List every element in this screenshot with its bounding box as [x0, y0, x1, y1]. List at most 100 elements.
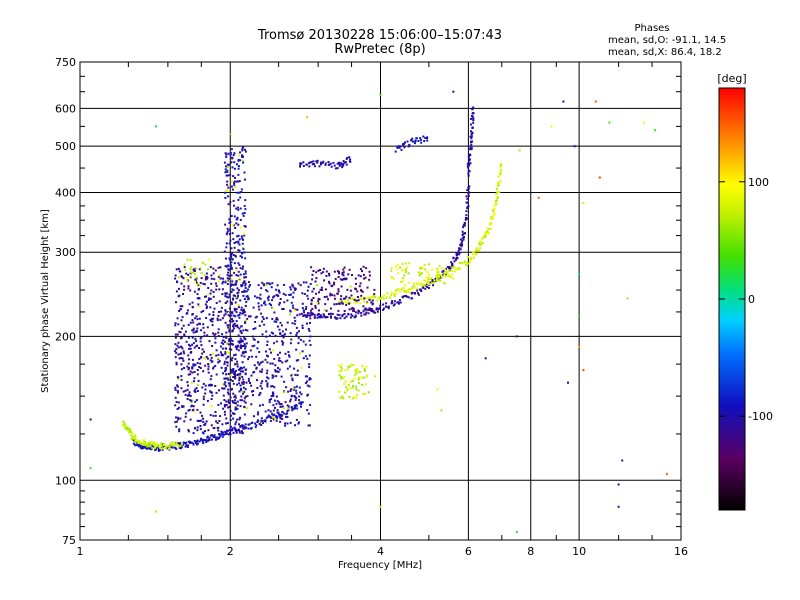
data-point [244, 199, 247, 202]
data-point [215, 420, 218, 423]
data-point [242, 312, 245, 314]
data-point [219, 345, 222, 348]
data-point [265, 282, 268, 285]
data-point [286, 367, 289, 370]
data-point [217, 361, 220, 364]
data-point [322, 267, 325, 270]
data-point [435, 275, 437, 278]
data-point [385, 296, 388, 299]
data-point [229, 174, 232, 177]
data-point [249, 284, 251, 286]
data-point [359, 282, 362, 285]
data-point [327, 161, 330, 163]
data-point [226, 432, 228, 435]
data-point [227, 174, 229, 177]
data-point [237, 167, 240, 170]
data-point [427, 287, 430, 289]
colorbar-tick-label: 0 [748, 293, 755, 306]
data-point [268, 399, 271, 401]
data-point [467, 174, 470, 177]
data-point [253, 295, 256, 298]
data-point [182, 350, 185, 353]
data-point [234, 353, 237, 356]
data-point [342, 397, 344, 400]
data-point [340, 295, 343, 298]
data-point [242, 294, 245, 297]
data-point [200, 271, 203, 274]
data-point [390, 291, 393, 294]
data-point [458, 251, 461, 254]
data-point [236, 235, 239, 238]
data-point [228, 330, 231, 333]
data-point [245, 368, 248, 371]
data-point [364, 276, 367, 279]
data-point [307, 424, 310, 427]
data-point [238, 180, 241, 183]
data-point [176, 333, 179, 336]
data-point [310, 298, 313, 301]
data-point [187, 343, 190, 346]
data-point [424, 287, 427, 290]
chart-subtitle: RwPretec (8p) [334, 42, 425, 57]
data-point [238, 377, 241, 380]
data-point [282, 407, 285, 410]
data-point [241, 390, 244, 393]
data-point [317, 269, 320, 272]
data-point [291, 409, 294, 412]
data-point [350, 294, 353, 297]
data-point [346, 157, 349, 159]
data-point [515, 335, 518, 338]
data-point [295, 404, 298, 407]
data-point [225, 385, 227, 388]
data-point [192, 327, 195, 330]
data-point [260, 312, 263, 315]
data-point [437, 279, 440, 282]
data-point [212, 414, 215, 417]
data-point [231, 188, 234, 191]
data-point [234, 301, 237, 304]
data-point [398, 146, 401, 149]
data-point [404, 295, 407, 297]
data-point [282, 334, 285, 337]
data-point [311, 273, 314, 276]
data-point [338, 164, 341, 167]
data-point [464, 232, 466, 235]
data-point [196, 426, 199, 429]
data-point [317, 297, 320, 300]
data-point [226, 163, 229, 166]
data-point [260, 370, 263, 373]
data-point [463, 260, 466, 263]
data-point [402, 279, 405, 282]
data-point [212, 436, 215, 438]
data-point [343, 317, 346, 320]
data-point [458, 253, 460, 256]
data-point [461, 243, 464, 246]
data-point [230, 379, 232, 381]
data-point [264, 303, 267, 306]
data-point [202, 395, 205, 398]
data-point [228, 228, 231, 231]
data-point [235, 431, 238, 434]
data-point [394, 289, 397, 292]
data-point [155, 442, 158, 445]
data-point [191, 336, 194, 339]
data-point [296, 308, 299, 311]
data-point [231, 252, 233, 255]
data-point [233, 294, 236, 297]
data-point [150, 441, 153, 444]
data-point [144, 441, 147, 444]
data-point [290, 301, 293, 304]
data-point [275, 320, 278, 323]
data-point [348, 268, 351, 271]
data-point [310, 313, 313, 316]
data-point [356, 372, 359, 375]
data-point [284, 424, 287, 427]
data-point [307, 412, 310, 415]
data-point [160, 444, 163, 446]
data-point [301, 401, 304, 404]
data-point [196, 369, 199, 371]
data-point [417, 292, 419, 295]
data-point [499, 168, 502, 171]
data-point [379, 505, 382, 508]
data-point [281, 361, 284, 364]
